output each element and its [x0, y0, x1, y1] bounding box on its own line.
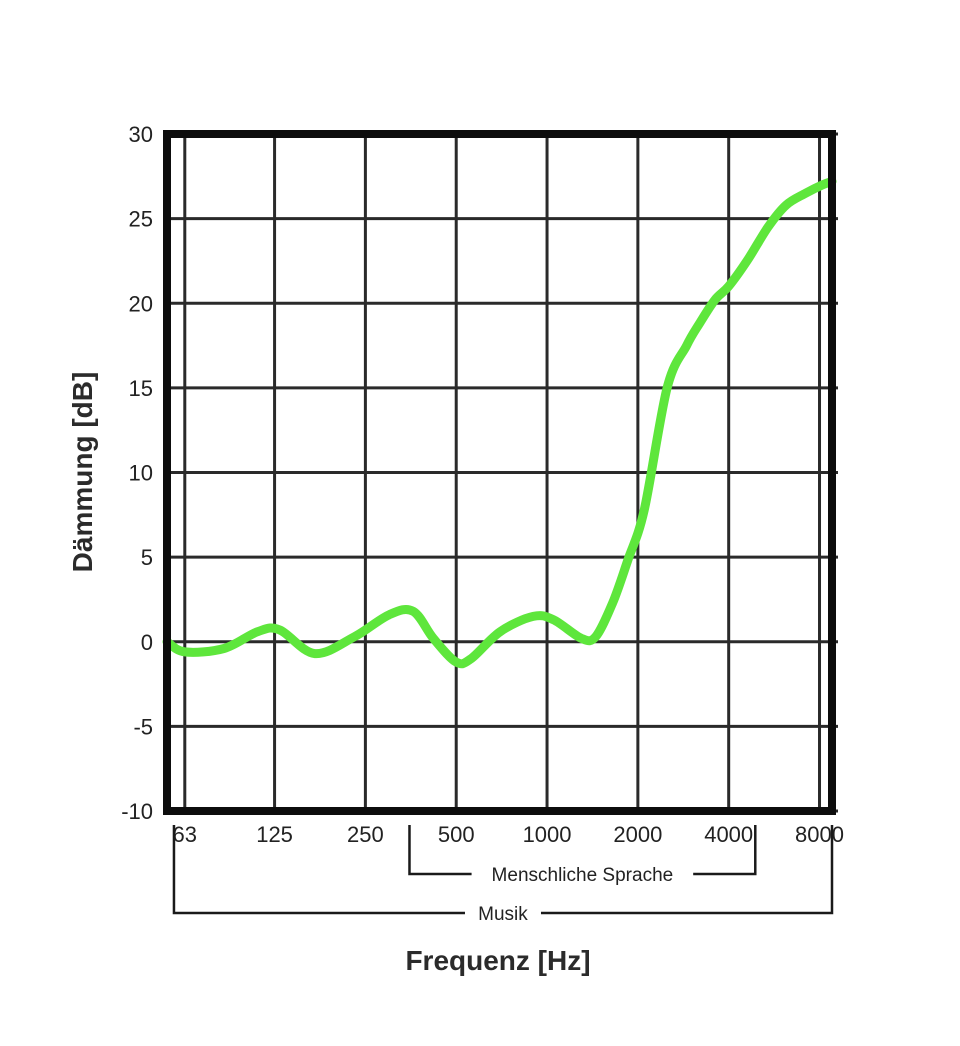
attenuation-curve — [162, 176, 837, 669]
x-tick-label: 125 — [256, 822, 293, 847]
y-tick-label: 10 — [129, 461, 153, 486]
y-tick-label: -10 — [121, 799, 153, 824]
x-tick-label: 4000 — [704, 822, 753, 847]
range-bracket-right — [540, 825, 834, 915]
y-tick-label: 20 — [129, 291, 153, 316]
x-tick-labels: 63 125 250 500 1000 2000 4000 8000 — [173, 822, 844, 847]
y-tick-label: 25 — [129, 207, 153, 232]
x-tick-label: 500 — [438, 822, 475, 847]
plot-frame — [163, 130, 836, 815]
x-axis-title: Frequenz [Hz] — [405, 945, 590, 976]
x-tick-label: 250 — [347, 822, 384, 847]
range-brackets: Menschliche Sprache Musik — [172, 825, 834, 925]
y-tick-label: 5 — [141, 545, 153, 570]
x-tick-label: 2000 — [613, 822, 662, 847]
y-axis-title: Dämmung [dB] — [67, 372, 98, 573]
range-label: Musik — [478, 904, 528, 925]
range-label: Menschliche Sprache — [492, 865, 674, 886]
x-tick-label: 8000 — [795, 822, 844, 847]
y-tick-label: -5 — [133, 714, 153, 739]
y-tick-label: 0 — [141, 630, 153, 655]
x-tick-label: 63 — [173, 822, 197, 847]
x-tick-label: 1000 — [523, 822, 572, 847]
y-tick-labels: 30 25 20 15 10 5 0 -5 -10 — [121, 122, 153, 824]
curve-layer — [162, 176, 837, 669]
range-bracket-left — [408, 825, 472, 876]
y-tick-label: 30 — [129, 122, 153, 147]
range-bracket-left — [172, 825, 465, 915]
range-bracket-music: Musik — [172, 825, 834, 925]
range-bracket-right — [693, 825, 757, 876]
range-bracket-speech: Menschliche Sprache — [408, 825, 757, 886]
y-tick-label: 15 — [129, 376, 153, 401]
grid-lines — [167, 132, 838, 813]
